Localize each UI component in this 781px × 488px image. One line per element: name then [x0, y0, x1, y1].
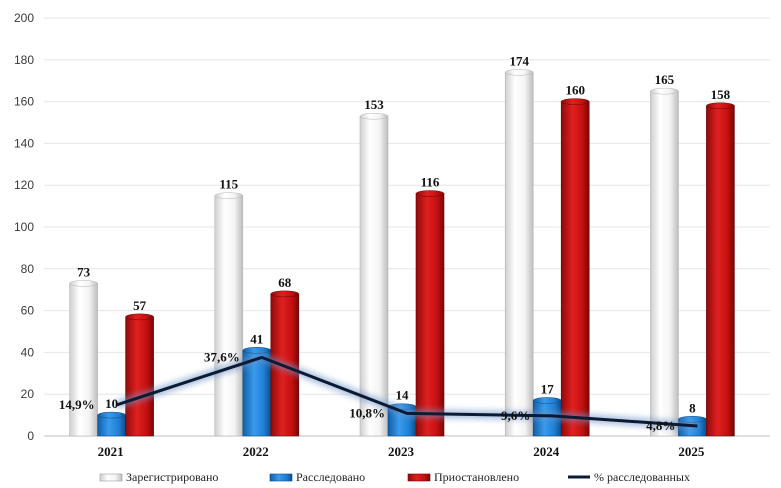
- bar-value-label: 153: [364, 97, 384, 112]
- bar-value-label: 10: [105, 396, 118, 411]
- bar-cap: [560, 98, 590, 105]
- bar-cap: [97, 411, 126, 419]
- percent-label: 10,8%: [349, 405, 385, 420]
- bar-cap: [532, 397, 562, 404]
- bar-value-label: 68: [278, 275, 292, 290]
- bar-cap: [69, 280, 98, 287]
- bar-suspended: [560, 101, 590, 437]
- bar-registered: [504, 72, 534, 437]
- bar-value-label: 41: [250, 331, 263, 346]
- bar-value-label: 73: [77, 264, 91, 279]
- y-tick-label: 0: [27, 429, 34, 443]
- x-axis: 2021 2022 2023 2024 2025: [98, 444, 705, 459]
- y-tick-label: 60: [21, 304, 35, 318]
- percent-label: 14,9%: [59, 397, 95, 412]
- legend-swatch: [99, 473, 123, 482]
- y-tick-label: 100: [14, 220, 34, 234]
- legend-label: Расследовано: [296, 470, 365, 484]
- bar-value-label: 17: [541, 381, 555, 396]
- y-tick-label: 200: [14, 11, 34, 25]
- bar-registered: [359, 115, 389, 437]
- y-tick-label: 140: [14, 136, 34, 150]
- bar-suspended: [706, 105, 735, 437]
- y-axis: 0 20 40 60 80 100 120 140 160 180 200: [14, 11, 34, 443]
- bar-cap: [125, 313, 154, 321]
- legend-item: % расследованных: [568, 470, 690, 484]
- legend-item: Зарегистрировано: [99, 470, 218, 484]
- percent-label: 9,6%: [501, 408, 530, 423]
- bar-value-label: 115: [219, 177, 238, 192]
- bar-registered: [214, 195, 244, 437]
- x-tick-label: 2021: [98, 444, 124, 459]
- bar-cap: [270, 290, 300, 298]
- bar-registered: [69, 283, 98, 437]
- bar-value-label: 165: [655, 72, 675, 87]
- y-tick-label: 80: [21, 262, 35, 276]
- bar-value-label: 8: [689, 400, 696, 415]
- bar-value-label: 116: [421, 175, 440, 190]
- legend-swatch: [269, 473, 293, 482]
- bar-suspended: [125, 316, 154, 437]
- bar-cap: [359, 112, 389, 120]
- bars: [69, 69, 735, 437]
- line-series: [115, 352, 698, 431]
- bar-value-label: 57: [133, 298, 147, 313]
- x-tick-label: 2024: [533, 444, 560, 459]
- data-labels: 73 115 153 174 165 10 41 14 17 8 57 68 116 160 158 14,9…: [59, 53, 731, 433]
- legend-swatch: [407, 473, 431, 482]
- bar-cap: [706, 102, 735, 110]
- legend-label: % расследованных: [594, 470, 690, 484]
- bar-cap: [242, 347, 272, 354]
- legend-item: Расследовано: [269, 470, 365, 484]
- bar-value-label: 158: [711, 87, 731, 102]
- legend: Зарегистрировано Расследовано Приостановле…: [99, 470, 690, 484]
- legend-item: Приостановлено: [407, 470, 519, 484]
- bar-suspended: [415, 193, 445, 437]
- x-tick-label: 2022: [243, 444, 269, 459]
- y-tick-label: 40: [21, 345, 35, 359]
- y-tick-label: 120: [14, 178, 34, 192]
- bar-value-label: 14: [396, 388, 410, 403]
- bar-cap: [504, 69, 534, 76]
- percent-line: [116, 355, 698, 428]
- bar-registered: [650, 90, 679, 437]
- bar-cap: [214, 192, 244, 199]
- percent-label: 37,6%: [204, 349, 240, 364]
- gridlines: [44, 17, 770, 437]
- x-tick-label: 2023: [388, 444, 415, 459]
- percent-label: 4,8%: [646, 418, 675, 433]
- bar-cap: [415, 190, 445, 197]
- bar-value-label: 174: [509, 53, 529, 68]
- y-tick-label: 160: [14, 95, 34, 109]
- bar-value-label: 160: [565, 83, 585, 98]
- bar-cap: [650, 87, 679, 95]
- legend-label: Зарегистрировано: [126, 470, 218, 484]
- y-tick-label: 180: [14, 53, 34, 67]
- legend-label: Приостановлено: [434, 470, 519, 484]
- x-tick-label: 2025: [678, 444, 705, 459]
- y-tick-label: 20: [21, 387, 35, 401]
